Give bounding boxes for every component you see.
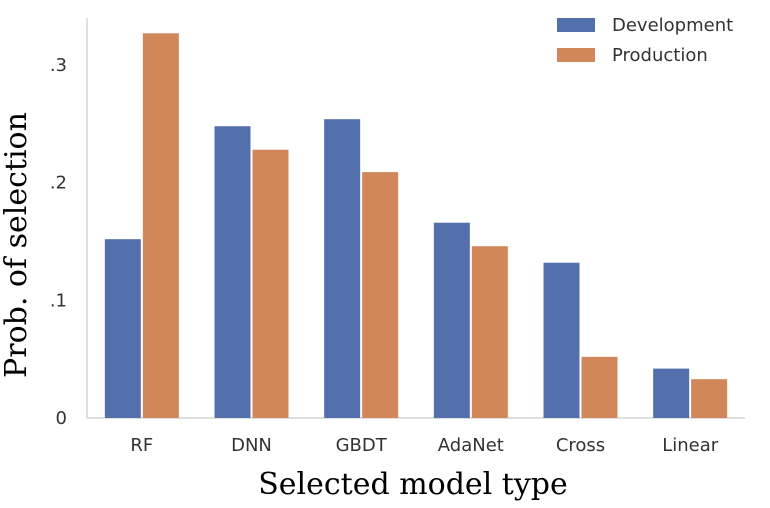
y-tick-labels: 0 .1 .2 .3: [50, 55, 67, 429]
bar-production-gbdt: [362, 172, 399, 418]
x-tick-label: DNN: [231, 435, 272, 456]
bars: [104, 33, 728, 419]
bar-development-linear: [653, 368, 690, 418]
legend-label-production: Production: [612, 45, 708, 66]
x-tick-labels: RF DNN GBDT AdaNet Cross Linear: [130, 435, 718, 456]
x-tick-label: GBDT: [336, 435, 388, 456]
y-tick-label: .2: [50, 173, 67, 194]
bar-production-cross: [581, 356, 618, 418]
legend-swatch-development: [557, 18, 595, 32]
x-tick-label: AdaNet: [438, 435, 504, 456]
bar-production-rf: [142, 33, 179, 418]
y-tick-label: 0: [56, 408, 67, 429]
legend-swatch-production: [557, 48, 595, 62]
bar-development-adanet: [433, 222, 470, 418]
x-axis-title: Selected model type: [258, 467, 568, 502]
legend: Development Production: [557, 15, 733, 66]
axes: [86, 18, 745, 419]
x-tick-label: Cross: [556, 435, 605, 456]
x-tick-label: Linear: [662, 435, 719, 456]
y-axis-title: Prob. of selection: [0, 112, 34, 378]
bar-production-linear: [691, 379, 728, 418]
bar-development-rf: [104, 239, 141, 418]
bar-development-gbdt: [324, 119, 361, 419]
bar-production-dnn: [252, 149, 289, 418]
legend-label-development: Development: [612, 15, 733, 36]
y-tick-label: .1: [50, 290, 67, 311]
x-tick-label: RF: [130, 435, 153, 456]
bar-production-adanet: [471, 246, 508, 418]
y-tick-label: .3: [50, 55, 67, 76]
bar-development-cross: [543, 262, 580, 418]
bar-development-dnn: [214, 126, 251, 418]
